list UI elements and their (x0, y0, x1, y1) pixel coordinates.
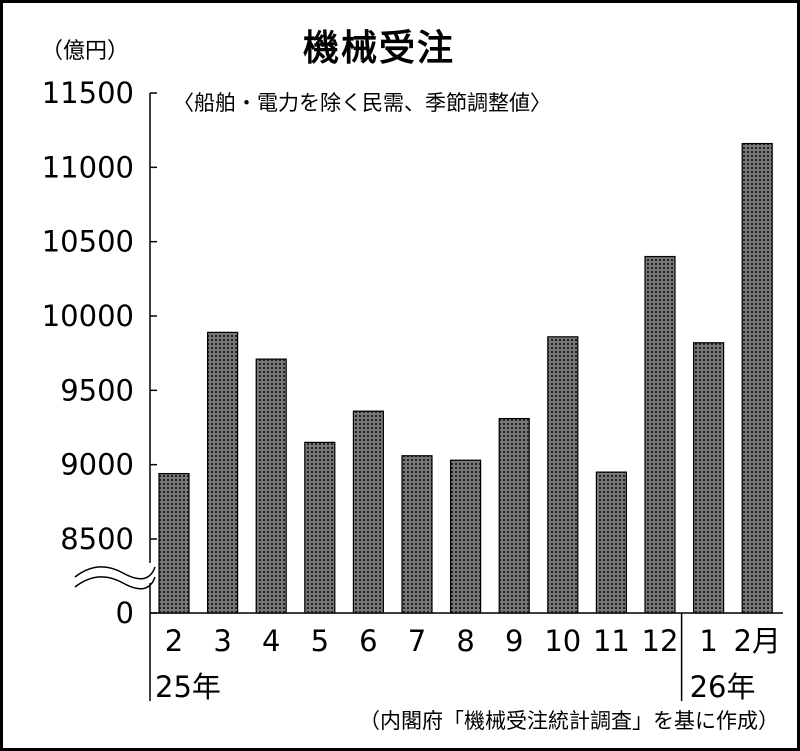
y-tick-label: 8500 (60, 522, 134, 556)
chart-labels: 11500 11000 10500 10000 9500 9000 8500 02 3 4 5 6 7 8… (42, 76, 781, 703)
x-tick-label: 2月 (733, 624, 780, 658)
bar-chart: 11500 11000 10500 10000 9500 9000 8500 02 3 4 5 6 7 8… (42, 76, 783, 703)
y-tick-label: 11000 (42, 150, 134, 184)
bar (304, 441, 336, 614)
x-tick-label: 4 (262, 624, 280, 658)
chart-panel: （億円） 機械受注 〈船舶・電力を除く民需、季節調整値〉 11500 11000 1… (3, 3, 797, 748)
bar (595, 471, 628, 614)
x-tick-label: 8 (456, 624, 474, 658)
chart-subtitle: 〈船舶・電力を除く民需、季節調整値〉 (173, 91, 551, 115)
y-axis-unit: （億円） (41, 39, 130, 64)
chart-bars (158, 142, 773, 614)
x-tick-label: 11 (593, 624, 630, 658)
bar (158, 472, 190, 614)
x-tick-label: 12 (642, 624, 679, 658)
bar (255, 358, 287, 614)
y-tick-label: 9500 (60, 373, 134, 407)
bar (741, 142, 773, 614)
bar (352, 410, 384, 614)
chart-title: 機械受注 (303, 28, 456, 69)
y-tick-label: 10500 (42, 225, 134, 259)
bar (401, 455, 433, 614)
x-tick-label: 10 (544, 624, 581, 658)
y-tick-label: 10000 (42, 299, 134, 333)
y-tick-label: 0 (116, 596, 134, 630)
x-tick-label: 1 (699, 624, 717, 658)
axis-break-mark (74, 576, 156, 590)
x-tick-label: 5 (311, 624, 329, 658)
x-tick-label: 9 (505, 624, 523, 658)
bar (644, 255, 676, 614)
bar (207, 331, 239, 614)
year-label: 26年 (690, 670, 756, 703)
chart-source: （内閣府「機械受注統計調査」を基に作成） (359, 709, 779, 733)
x-tick-label: 3 (213, 624, 231, 658)
x-tick-label: 7 (408, 624, 426, 658)
y-tick-label: 11500 (42, 76, 134, 110)
axis-break-mark (74, 566, 156, 580)
year-label: 25年 (155, 670, 221, 703)
x-tick-label: 6 (359, 624, 377, 658)
x-tick-label: 2 (165, 624, 183, 658)
y-tick-label: 9000 (60, 448, 134, 482)
bar (692, 342, 725, 614)
bar (498, 417, 530, 614)
bar (450, 459, 482, 614)
bar (547, 336, 579, 614)
